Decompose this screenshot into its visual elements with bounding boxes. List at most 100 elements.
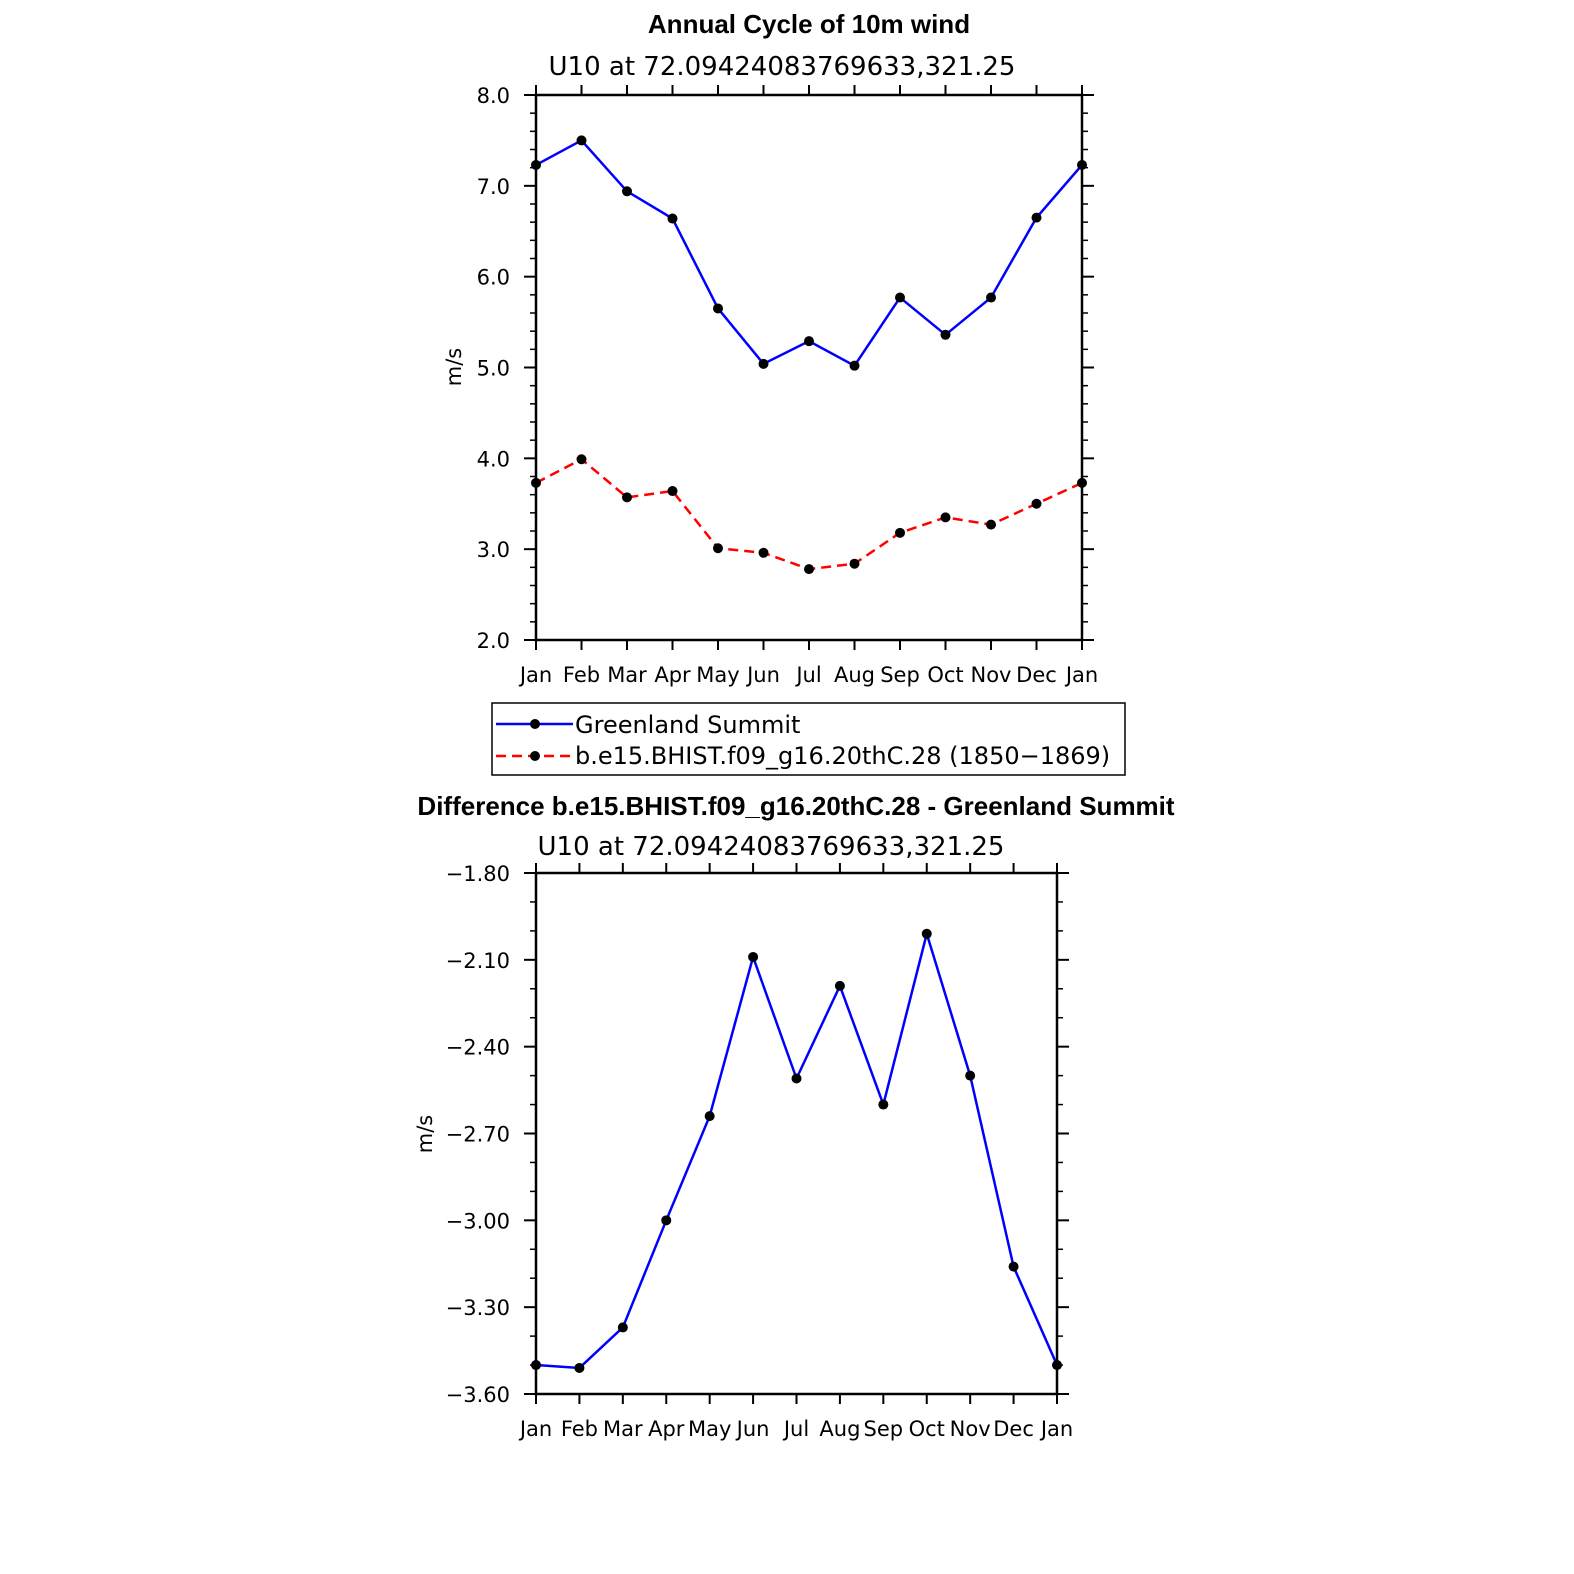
y-tick-label: 6.0 (477, 266, 510, 290)
y-tick-label: −2.10 (446, 949, 510, 973)
data-point (804, 564, 814, 575)
data-point (878, 1099, 889, 1110)
data-point (1031, 212, 1042, 223)
data-point (986, 519, 996, 530)
y-axis: 2.0 3.0 4.0 5.0 6.0 7.0 8.0 (477, 84, 1094, 653)
x-tick-label: Jun (745, 663, 780, 687)
data-point (622, 492, 632, 503)
x-tick-label: Apr (654, 663, 691, 687)
data-point (617, 1322, 628, 1333)
legend-marker-observed (530, 719, 540, 729)
x-tick-label: Jul (782, 1417, 809, 1441)
x-tick-label: Mar (607, 663, 647, 687)
data-point (1008, 1261, 1019, 1272)
x-tick-label: Jun (735, 1417, 770, 1441)
x-tick-label: Aug (834, 663, 875, 687)
legend-label-model: b.e15.BHIST.f09_g16.20thC.28 (1850−1869) (575, 742, 1110, 770)
x-tick-label: Nov (971, 663, 1012, 687)
y-axis-label: m/s (413, 1115, 437, 1153)
data-point (791, 1073, 802, 1084)
difference-chart: Difference b.e15.BHIST.f09_g16.20thC.28 … (413, 791, 1175, 1441)
series-line (535, 138, 1083, 368)
y-tick-label: −3.60 (446, 1383, 510, 1407)
data-point (748, 951, 759, 962)
data-point (849, 558, 860, 569)
x-tick-label: Dec (993, 1417, 1034, 1441)
data-point (531, 477, 541, 488)
x-tick-label: Apr (648, 1417, 685, 1441)
x-tick-label: Sep (864, 1417, 904, 1441)
data-point (921, 928, 932, 939)
y-tick-label: 7.0 (477, 175, 510, 199)
y-axis: −3.60 −3.30 −3.00 −2.70 −2.40 −2.10 −1.80 (446, 862, 1069, 1407)
series-line (535, 929, 1059, 1370)
data-point (661, 1215, 672, 1226)
x-tick-label: Feb (563, 663, 600, 687)
data-point (834, 980, 845, 991)
data-point (704, 1111, 715, 1122)
chart-subtitle: U10 at 72.09424083769633,321.25 (549, 52, 1016, 82)
legend-label-observed: Greenland Summit (575, 711, 800, 739)
data-point (713, 543, 723, 554)
data-point (758, 358, 769, 369)
series-line (535, 457, 1083, 571)
y-tick-label: −1.80 (446, 862, 510, 886)
data-point (622, 186, 632, 197)
data-point (531, 1360, 541, 1371)
x-axis: Jan Feb Mar Apr May Jun Jul Aug Sep Oct Nov Dec Jan (518, 863, 1073, 1441)
data-point (849, 360, 860, 371)
y-tick-label: −2.40 (446, 1036, 510, 1060)
x-tick-label: Nov (950, 1417, 991, 1441)
data-point (713, 303, 723, 314)
x-tick-label: Oct (927, 663, 963, 687)
data-point (965, 1070, 976, 1081)
y-tick-label: 8.0 (477, 84, 510, 108)
data-point (667, 213, 678, 224)
x-axis: Jan Feb Mar Apr May Jun Jul Aug Sep Oct Nov Dec Jan (518, 85, 1098, 687)
legend-box (491, 702, 1126, 776)
y-tick-label: −2.70 (446, 1123, 510, 1147)
data-point (1077, 159, 1087, 170)
x-tick-label: May (688, 1417, 731, 1441)
data-point (804, 336, 814, 347)
annual-cycle-chart: Annual Cycle of 10m wind U10 at 72.09424… (442, 9, 1098, 687)
x-tick-label: Jan (1039, 1417, 1073, 1441)
y-tick-label: 3.0 (477, 538, 510, 562)
data-point (940, 512, 951, 523)
data-point (986, 292, 996, 303)
plot-frame (534, 93, 1084, 642)
x-tick-label: Feb (561, 1417, 598, 1441)
data-point (940, 329, 951, 340)
x-tick-label: Jan (518, 1417, 552, 1441)
y-tick-label: 2.0 (477, 629, 510, 653)
legend-marker-model (530, 751, 540, 761)
x-tick-label: Oct (909, 1417, 945, 1441)
x-tick-label: Aug (819, 1417, 860, 1441)
data-point (531, 159, 541, 170)
data-point (576, 454, 587, 465)
data-point (895, 292, 905, 303)
y-axis-label: m/s (442, 348, 466, 386)
y-tick-label: −3.30 (446, 1296, 510, 1320)
data-point (895, 527, 905, 538)
data-point (667, 486, 678, 497)
series-0 (531, 928, 1062, 1373)
series-1 (531, 454, 1087, 575)
x-tick-label: Jan (518, 663, 552, 687)
x-tick-label: Jan (1064, 663, 1098, 687)
chart-title: Difference b.e15.BHIST.f09_g16.20thC.28 … (417, 791, 1174, 821)
plot-area: Jan Feb Mar Apr May Jun Jul Aug Sep Oct Nov Dec Jan 2… (442, 84, 1098, 687)
chart-title: Annual Cycle of 10m wind (648, 9, 970, 39)
plot-frame (534, 871, 1059, 1396)
chart-subtitle: U10 at 72.09424083769633,321.25 (538, 832, 1005, 862)
series-0 (531, 135, 1087, 371)
data-point (574, 1362, 585, 1373)
y-tick-label: −3.00 (446, 1209, 510, 1233)
x-tick-label: May (696, 663, 739, 687)
data-point (1077, 477, 1087, 488)
y-tick-label: 4.0 (477, 447, 510, 471)
data-point (576, 135, 587, 146)
y-tick-label: 5.0 (477, 357, 510, 381)
x-tick-label: Mar (603, 1417, 643, 1441)
